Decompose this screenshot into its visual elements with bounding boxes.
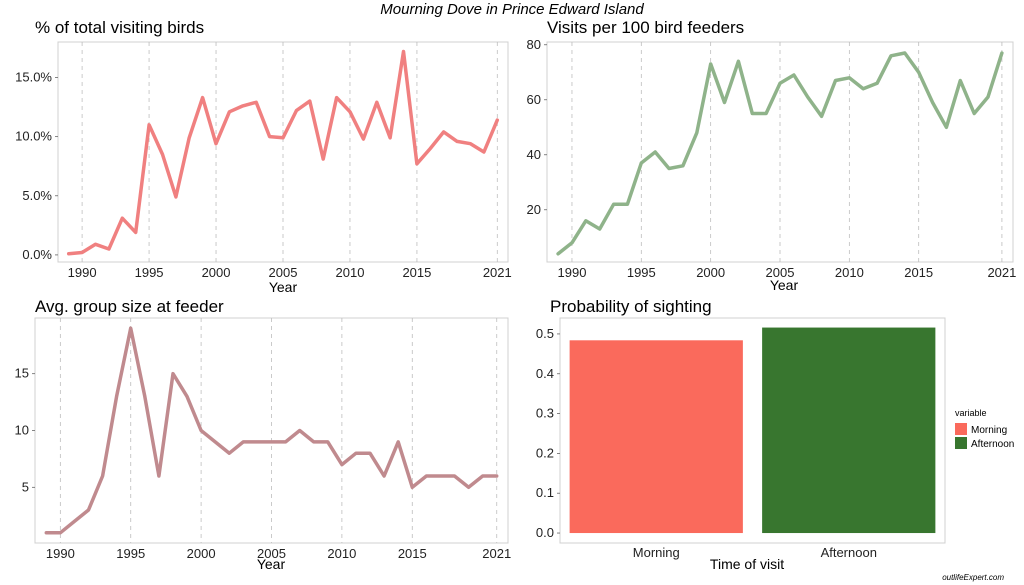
x-tick-label: 2000	[696, 265, 725, 280]
x-tick-label: 2010	[336, 265, 365, 280]
x-tick-label: 2021	[483, 265, 512, 280]
y-tick-label: 20	[527, 202, 541, 217]
x-tick-label: Morning	[633, 545, 680, 560]
x-axis-title: Time of visit	[710, 556, 784, 572]
chart-title: Visits per 100 bird feeders	[547, 18, 744, 37]
chart-title: % of total visiting birds	[35, 18, 204, 37]
x-tick-label: 2015	[904, 265, 933, 280]
plot-panel-border	[546, 41, 1014, 263]
x-tick-label: 2005	[269, 265, 298, 280]
watermark: outlifeExpert.com	[942, 573, 1004, 582]
y-tick-label: 0.2	[536, 445, 554, 460]
figure-title: Mourning Dove in Prince Edward Island	[380, 1, 644, 18]
legend-title: variable	[955, 408, 987, 418]
y-tick-label: 15	[15, 366, 29, 381]
legend-label: Afternoon	[971, 439, 1014, 450]
chart-avg-group-size: Avg. group size at feeder Year 1990 1995 2…	[15, 297, 512, 572]
y-tick-label: 80	[527, 37, 541, 52]
x-tick-label: 2021	[987, 265, 1016, 280]
bar-afternoon	[762, 327, 936, 534]
x-axis-title: Year	[269, 279, 298, 295]
chart-pct-visiting: % of total visiting birds Year 1990 1995 2…	[15, 18, 512, 295]
y-tick-label: 10.0%	[15, 129, 52, 144]
x-tick-label: 2015	[398, 546, 427, 561]
y-tick-label: 40	[527, 147, 541, 162]
x-tick-label: 1990	[558, 265, 587, 280]
y-tick-label: 10	[15, 423, 29, 438]
x-tick-label: 2000	[187, 546, 216, 561]
x-tick-label: 2010	[835, 265, 864, 280]
x-tick-label: 1995	[116, 546, 145, 561]
visits-line	[556, 51, 1004, 256]
legend-swatch	[955, 423, 967, 435]
x-tick-label: 1995	[135, 265, 164, 280]
y-tick-label: 5	[22, 479, 29, 494]
legend: variable Morning Afternoon	[955, 408, 1014, 450]
x-tick-label: 2000	[202, 265, 231, 280]
bar-morning	[569, 340, 743, 534]
x-tick-label: 1990	[46, 546, 75, 561]
legend-swatch	[955, 437, 967, 449]
group-size-line	[44, 326, 499, 535]
chart-visits-per-100-feeders: Visits per 100 bird feeders Year 1990 199…	[527, 18, 1017, 293]
pct-visiting-line	[66, 49, 500, 256]
y-tick-label: 0.3	[536, 406, 554, 421]
plot-panel-border	[57, 41, 509, 263]
x-axis-title: Year	[770, 277, 799, 293]
chart-probability-of-sighting: Probability of sighting Time of visit 0.…	[536, 297, 946, 572]
x-tick-label: Afternoon	[821, 545, 877, 560]
y-tick-label: 0.0%	[22, 247, 52, 262]
legend-label: Morning	[971, 425, 1007, 436]
x-tick-label: 2005	[766, 265, 795, 280]
chart-title: Avg. group size at feeder	[35, 297, 224, 316]
y-tick-label: 0.4	[536, 366, 554, 381]
x-tick-label: 1990	[68, 265, 97, 280]
x-tick-label: 1995	[627, 265, 656, 280]
y-tick-label: 60	[527, 92, 541, 107]
y-tick-label: 5.0%	[22, 188, 52, 203]
y-tick-label: 0.0	[536, 525, 554, 540]
chart-title: Probability of sighting	[550, 297, 712, 316]
x-tick-label: 2005	[257, 546, 286, 561]
y-tick-label: 15.0%	[15, 69, 52, 84]
x-axis-title: Year	[257, 556, 286, 572]
x-tick-label: 2021	[482, 546, 511, 561]
y-tick-label: 0.5	[536, 326, 554, 341]
x-tick-label: 2015	[402, 265, 431, 280]
x-tick-label: 2010	[327, 546, 356, 561]
y-tick-label: 0.1	[536, 485, 554, 500]
